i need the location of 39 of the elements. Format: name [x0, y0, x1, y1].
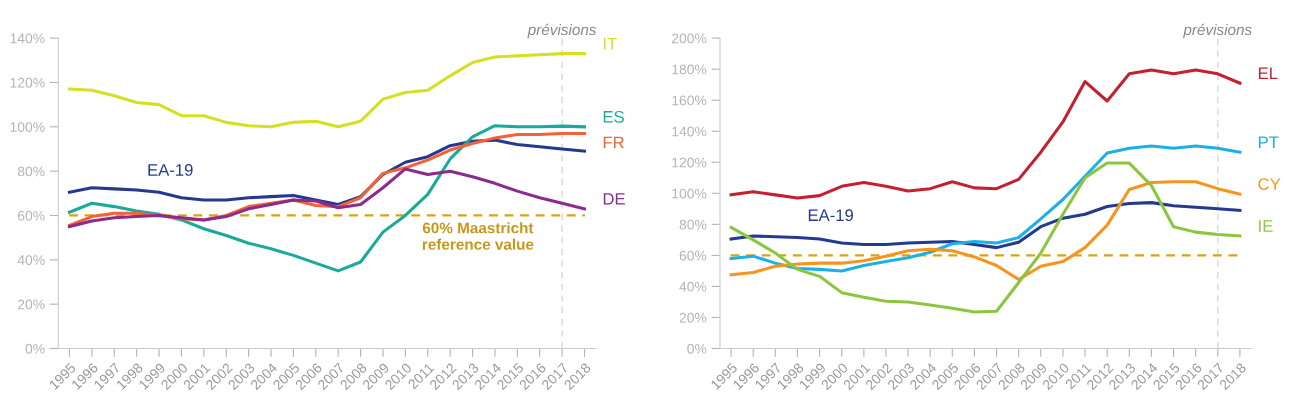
- y-tick-label: 180%: [672, 64, 707, 75]
- y-tick-label: 120%: [672, 157, 707, 168]
- line-series: [729, 144, 1242, 273]
- y-tick-label: 40%: [17, 255, 45, 265]
- y-tick-label: 100%: [672, 188, 707, 199]
- series-label: ES: [603, 110, 624, 123]
- line-series: [729, 68, 1242, 200]
- line-series: [729, 180, 1242, 281]
- series-label: DE: [603, 193, 625, 205]
- y-tick-label: 0%: [25, 343, 45, 354]
- series-label: EA-19: [808, 209, 854, 222]
- y-tick-label: 200%: [672, 33, 707, 44]
- y-tick-label: 120%: [10, 77, 45, 88]
- ref-line-label: 60% Maastricht reference value: [422, 222, 534, 250]
- series-label: IE: [1259, 220, 1273, 232]
- y-tick-label: 160%: [672, 95, 707, 106]
- series-label: EA-19: [148, 164, 193, 176]
- y-tick-label: 60%: [679, 250, 707, 261]
- ref-line-label: prévisions: [527, 23, 597, 39]
- ref-line-label: prévisions: [1183, 23, 1252, 39]
- series-label: CY: [1258, 178, 1281, 191]
- line-series: [67, 124, 587, 273]
- line-series: [729, 201, 1242, 250]
- y-tick-label: 60%: [17, 210, 45, 221]
- series-label: PT: [1258, 136, 1279, 148]
- y-tick-label: 100%: [10, 122, 45, 132]
- y-tick-label: 140%: [672, 126, 707, 137]
- series-label: IT: [603, 37, 617, 50]
- series-label: FR: [603, 136, 624, 149]
- line-series: [729, 161, 1242, 314]
- line-series: [67, 52, 587, 129]
- y-tick-label: 140%: [10, 33, 45, 44]
- y-tick-label: 80%: [17, 166, 45, 177]
- y-tick-label: 80%: [679, 219, 707, 230]
- y-tick-label: 0%: [687, 343, 707, 354]
- series-label: EL: [1258, 67, 1278, 79]
- y-tick-label: 40%: [679, 281, 707, 292]
- y-tick-label: 20%: [679, 312, 707, 323]
- y-tick-label: 20%: [17, 299, 45, 310]
